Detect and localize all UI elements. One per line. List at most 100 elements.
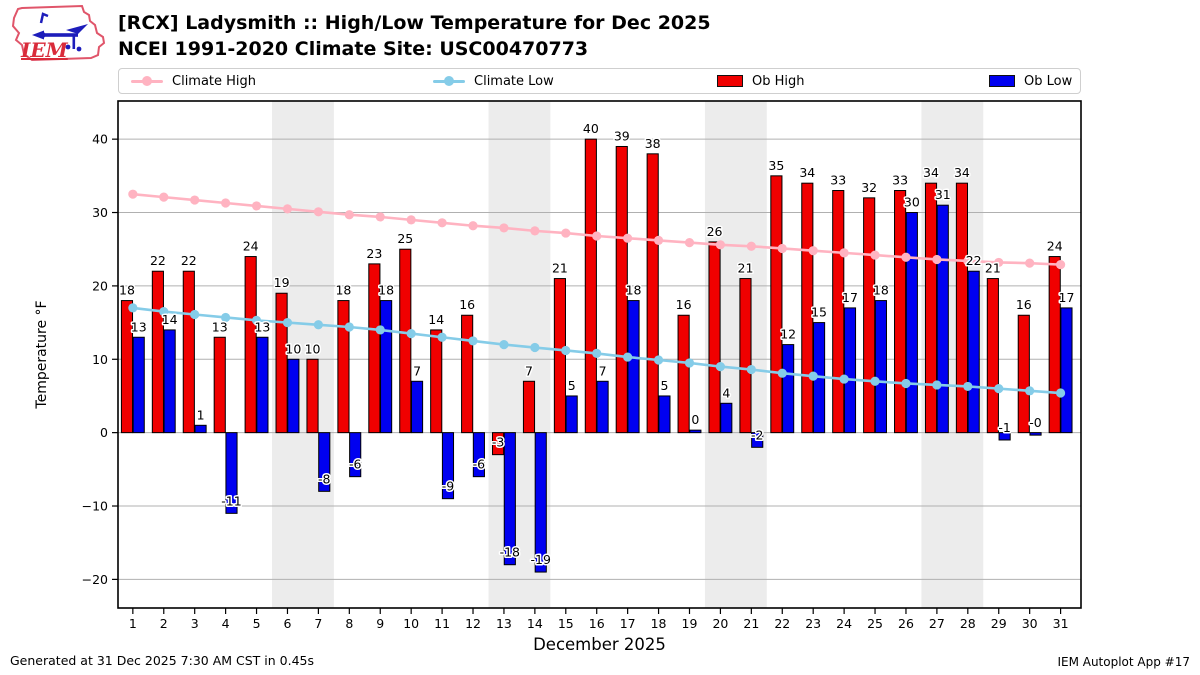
svg-text:-6: -6 — [473, 457, 486, 472]
svg-text:29: 29 — [991, 616, 1007, 631]
chart-legend: Climate High Climate Low Ob High Ob Low — [118, 68, 1081, 94]
svg-text:5: 5 — [660, 378, 668, 393]
legend-item-ob-high: Ob High — [717, 69, 805, 93]
svg-text:21: 21 — [985, 261, 1001, 276]
svg-text:16: 16 — [676, 297, 692, 312]
svg-text:18: 18 — [873, 283, 889, 298]
svg-text:-3: -3 — [492, 435, 504, 450]
svg-text:21: 21 — [743, 616, 759, 631]
svg-text:-0: -0 — [1029, 415, 1042, 430]
legend-item-label: Climate Low — [474, 73, 554, 89]
svg-text:-8: -8 — [318, 471, 331, 486]
svg-text:24: 24 — [243, 239, 259, 254]
svg-text:7: 7 — [599, 363, 607, 378]
svg-text:30: 30 — [92, 205, 108, 220]
svg-text:27: 27 — [929, 616, 945, 631]
svg-text:18: 18 — [378, 283, 394, 298]
svg-text:11: 11 — [434, 616, 450, 631]
svg-text:22: 22 — [150, 253, 166, 268]
svg-text:-2: -2 — [751, 427, 763, 442]
legend-item-label: Climate High — [172, 73, 257, 89]
svg-text:-18: -18 — [500, 545, 520, 560]
legend-item-climate-low: Climate Low — [433, 69, 554, 93]
svg-text:35: 35 — [768, 158, 784, 173]
svg-text:4: 4 — [722, 385, 730, 400]
svg-text:12: 12 — [465, 616, 481, 631]
generated-timestamp: Generated at 31 Dec 2025 7:30 AM CST in … — [10, 653, 314, 668]
legend-marker — [433, 76, 465, 86]
svg-text:14: 14 — [527, 616, 543, 631]
x-axis-title: December 2025 — [533, 635, 666, 654]
svg-text:1: 1 — [197, 407, 205, 422]
svg-text:32: 32 — [861, 180, 877, 195]
svg-text:18: 18 — [626, 283, 642, 298]
svg-text:19: 19 — [274, 275, 290, 290]
svg-text:16: 16 — [1016, 297, 1032, 312]
svg-text:18: 18 — [119, 283, 135, 298]
svg-text:14: 14 — [428, 312, 444, 327]
svg-text:8: 8 — [345, 616, 353, 631]
svg-text:30: 30 — [1022, 616, 1038, 631]
svg-text:4: 4 — [222, 616, 230, 631]
svg-text:31: 31 — [935, 187, 951, 202]
svg-text:10: 10 — [285, 341, 301, 356]
svg-text:-11: -11 — [221, 493, 241, 508]
svg-text:33: 33 — [892, 173, 908, 188]
svg-text:−20: −20 — [82, 572, 108, 587]
climate-low-line — [128, 303, 1066, 398]
svg-text:33: 33 — [830, 173, 846, 188]
svg-text:10: 10 — [305, 341, 321, 356]
y-axis-title: Temperature °F — [34, 300, 50, 409]
svg-text:-1: -1 — [998, 420, 1010, 435]
svg-text:-6: -6 — [349, 457, 362, 472]
svg-text:26: 26 — [898, 616, 914, 631]
svg-text:3: 3 — [191, 616, 199, 631]
svg-text:13: 13 — [131, 319, 147, 334]
svg-text:−10: −10 — [82, 499, 108, 514]
svg-text:12: 12 — [780, 327, 796, 342]
chart-title: [RCX] Ladysmith :: High/Low Temperature … — [118, 12, 711, 34]
svg-text:6: 6 — [283, 616, 291, 631]
svg-text:2: 2 — [160, 616, 168, 631]
app-credit: IEM Autoplot App #17 — [1057, 655, 1190, 669]
svg-text:21: 21 — [738, 261, 754, 276]
svg-text:1: 1 — [129, 616, 137, 631]
svg-text:22: 22 — [181, 253, 197, 268]
svg-text:17: 17 — [620, 616, 636, 631]
svg-text:5: 5 — [253, 616, 261, 631]
legend-item-climate-high: Climate High — [131, 69, 256, 93]
svg-text:18: 18 — [651, 616, 667, 631]
svg-text:34: 34 — [799, 165, 815, 180]
svg-text:24: 24 — [1047, 239, 1063, 254]
svg-text:15: 15 — [558, 616, 574, 631]
svg-text:40: 40 — [583, 121, 599, 136]
chart-title-block: [RCX] Ladysmith :: High/Low Temperature … — [118, 10, 711, 62]
svg-text:0: 0 — [100, 425, 108, 440]
svg-text:23: 23 — [366, 246, 382, 261]
svg-text:34: 34 — [923, 165, 939, 180]
climate-high-line — [128, 189, 1066, 270]
svg-text:30: 30 — [904, 195, 920, 210]
svg-text:0: 0 — [691, 412, 699, 427]
svg-text:21: 21 — [552, 261, 568, 276]
svg-text:13: 13 — [212, 319, 228, 334]
wind-vane-icon — [32, 12, 88, 52]
iem-logo-text: IEM — [20, 38, 69, 62]
svg-text:24: 24 — [836, 616, 852, 631]
svg-text:26: 26 — [707, 224, 723, 239]
svg-text:25: 25 — [397, 231, 413, 246]
svg-text:17: 17 — [842, 290, 858, 305]
svg-text:23: 23 — [805, 616, 821, 631]
svg-text:20: 20 — [712, 616, 728, 631]
y-axis: −20 −10 0 10 20 30 40 — [82, 132, 118, 587]
svg-text:17: 17 — [1059, 290, 1075, 305]
svg-text:38: 38 — [645, 136, 661, 151]
iowa-outline — [11, 4, 106, 62]
svg-text:14: 14 — [162, 312, 178, 327]
svg-text:31: 31 — [1053, 616, 1069, 631]
svg-text:22: 22 — [966, 253, 982, 268]
svg-text:7: 7 — [525, 363, 533, 378]
svg-text:-9: -9 — [442, 479, 455, 494]
svg-text:25: 25 — [867, 616, 883, 631]
